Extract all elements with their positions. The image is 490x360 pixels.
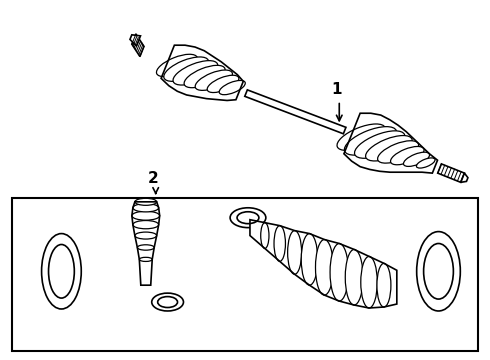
Ellipse shape (366, 135, 412, 161)
Bar (12, 198, 478, 351)
Ellipse shape (133, 204, 159, 212)
Ellipse shape (391, 147, 424, 165)
Ellipse shape (337, 124, 386, 150)
Ellipse shape (152, 293, 183, 311)
Ellipse shape (158, 297, 177, 307)
Ellipse shape (42, 234, 81, 309)
Ellipse shape (274, 226, 286, 261)
Ellipse shape (139, 257, 152, 261)
Ellipse shape (316, 239, 333, 295)
Ellipse shape (49, 244, 74, 298)
Ellipse shape (403, 152, 430, 166)
Ellipse shape (354, 131, 405, 158)
Ellipse shape (137, 245, 154, 250)
Ellipse shape (377, 264, 391, 307)
Ellipse shape (173, 60, 218, 85)
Ellipse shape (261, 223, 269, 248)
Ellipse shape (378, 141, 418, 163)
Ellipse shape (156, 54, 197, 77)
Text: 1: 1 (331, 82, 342, 96)
Ellipse shape (361, 256, 377, 308)
Polygon shape (344, 113, 438, 173)
Polygon shape (438, 164, 465, 182)
Polygon shape (461, 173, 468, 182)
Text: 2: 2 (147, 171, 158, 186)
Polygon shape (250, 220, 397, 308)
Ellipse shape (195, 70, 232, 90)
Polygon shape (161, 45, 244, 100)
Ellipse shape (237, 212, 259, 224)
Ellipse shape (345, 249, 363, 305)
Ellipse shape (344, 127, 396, 155)
Ellipse shape (230, 208, 266, 228)
Ellipse shape (135, 232, 157, 239)
Ellipse shape (301, 234, 318, 285)
Ellipse shape (219, 80, 245, 95)
Polygon shape (132, 34, 144, 57)
Ellipse shape (424, 243, 453, 299)
Ellipse shape (416, 158, 435, 168)
Ellipse shape (288, 231, 302, 274)
Ellipse shape (135, 198, 157, 205)
Ellipse shape (164, 57, 209, 81)
Ellipse shape (133, 221, 159, 229)
Ellipse shape (132, 211, 160, 220)
Ellipse shape (330, 243, 348, 301)
Polygon shape (132, 202, 160, 285)
Ellipse shape (207, 75, 239, 93)
Ellipse shape (184, 65, 225, 88)
Ellipse shape (416, 231, 460, 311)
Polygon shape (130, 35, 141, 46)
Polygon shape (245, 90, 346, 134)
